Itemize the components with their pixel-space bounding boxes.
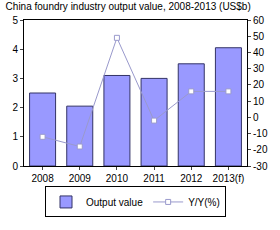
svg-text:50: 50	[253, 31, 265, 42]
svg-text:Y/Y(%): Y/Y(%)	[188, 197, 220, 208]
svg-text:3: 3	[12, 73, 18, 84]
svg-text:2010: 2010	[106, 173, 129, 184]
svg-text:China foundry industry output: China foundry industry output value, 200…	[6, 1, 251, 12]
svg-text:2012: 2012	[180, 173, 203, 184]
svg-text:40: 40	[253, 47, 265, 58]
svg-text:2009: 2009	[69, 173, 92, 184]
svg-text:0: 0	[253, 112, 259, 123]
svg-text:2: 2	[12, 102, 18, 113]
svg-text:Output value: Output value	[86, 197, 143, 208]
svg-text:2008: 2008	[31, 173, 54, 184]
svg-text:-10: -10	[253, 128, 268, 139]
svg-text:20: 20	[253, 79, 265, 90]
svg-text:1: 1	[12, 131, 18, 142]
svg-text:30: 30	[253, 63, 265, 74]
svg-text:2011: 2011	[143, 173, 165, 184]
svg-text:0: 0	[12, 161, 18, 172]
svg-text:4: 4	[12, 44, 18, 55]
svg-text:5: 5	[12, 15, 18, 26]
svg-text:2013(f): 2013(f)	[213, 173, 245, 184]
svg-text:10: 10	[253, 96, 265, 107]
svg-text:-30: -30	[253, 161, 268, 172]
svg-text:60: 60	[253, 15, 265, 26]
svg-text:-20: -20	[253, 144, 268, 155]
